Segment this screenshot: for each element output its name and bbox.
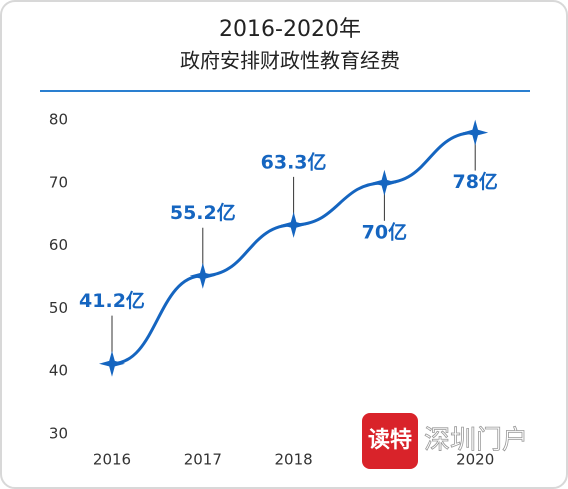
point	[99, 350, 125, 377]
y-tick-label: 80	[49, 111, 68, 129]
value-label: 78亿	[452, 170, 497, 193]
y-tick-label: 60	[49, 236, 68, 254]
watermark-text: 深圳门户	[424, 426, 528, 456]
x-tick-label: 2018	[275, 451, 313, 469]
x-tick-label: 2020	[456, 451, 494, 469]
y-tick-label: 50	[49, 299, 68, 317]
watermark: 读特 深圳门户	[362, 413, 528, 469]
x-tick-label: 2017	[184, 451, 222, 469]
x-tick-label: 2016	[93, 451, 131, 469]
y-tick-label: 40	[49, 362, 68, 380]
watermark-badge	[362, 413, 418, 469]
point	[462, 119, 489, 146]
value-label: 41.2亿	[79, 289, 145, 312]
point	[189, 262, 216, 289]
y-tick-label: 70	[49, 173, 68, 191]
point	[371, 169, 398, 196]
point	[280, 211, 307, 238]
value-label: 70亿	[362, 220, 407, 243]
value-label: 63.3亿	[261, 150, 327, 173]
watermark-logo: 读特	[368, 427, 412, 453]
value-label: 55.2亿	[170, 201, 236, 224]
chart-subtitle: 政府安排财政性教育经费	[180, 49, 400, 73]
y-tick-label: 30	[49, 425, 68, 443]
chart-title: 2016-2020年	[219, 17, 361, 42]
